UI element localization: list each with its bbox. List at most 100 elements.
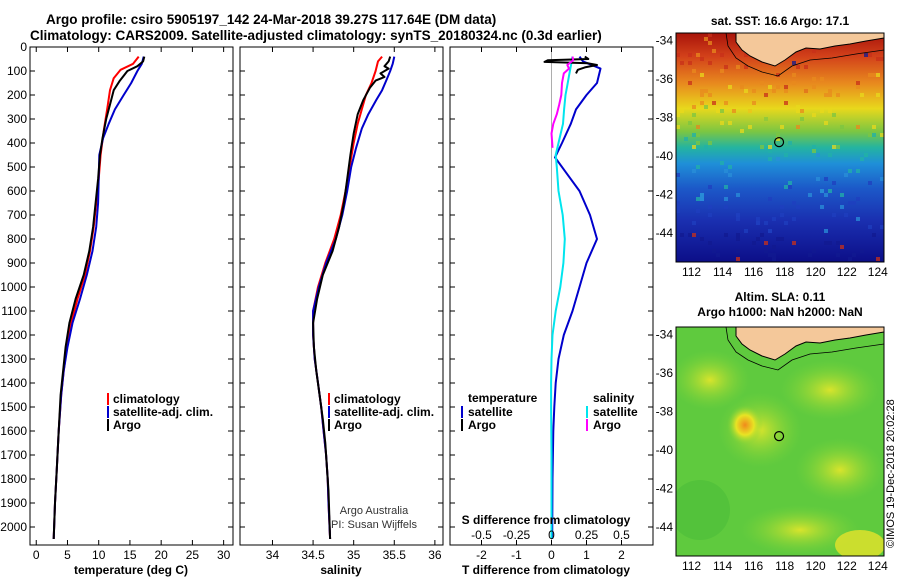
map-x-tick-label: 114 xyxy=(713,265,732,279)
x-tick-label: 30 xyxy=(217,548,231,562)
t-difference-axis-label: T difference from climatology xyxy=(462,563,630,577)
map-y-tick-label: -34 xyxy=(656,34,674,48)
legend-label-s-satellite: satellite xyxy=(593,405,638,419)
legend-title-salinity: salinity xyxy=(593,391,635,405)
legend-label-t-argo: Argo xyxy=(468,418,496,432)
australia-coastline xyxy=(735,33,884,67)
map-x-tick-label: 122 xyxy=(837,265,857,279)
map-x-tick-label: 118 xyxy=(775,559,794,573)
y-tick-label: 2000 xyxy=(0,520,27,534)
map-y-tick-label: -36 xyxy=(656,72,674,86)
series-line-argo xyxy=(550,56,575,148)
y-tick-label: 1000 xyxy=(0,280,27,294)
axes-layer: 0 5 10 15 20 25 300100200300400500600700800900… xyxy=(0,34,888,573)
y-tick-label: 100 xyxy=(7,64,27,78)
map-y-tick-label: -34 xyxy=(656,328,674,342)
sla-map-title: Altim. SLA: 0.11 xyxy=(735,290,826,304)
series-line-argo xyxy=(543,55,598,74)
y-tick-label: 800 xyxy=(7,232,27,246)
salinity-axis-label: salinity xyxy=(320,563,362,577)
map-y-tick-label: -38 xyxy=(656,111,674,125)
y-tick-label: 700 xyxy=(7,208,27,222)
series-line-argo xyxy=(312,56,392,540)
legend-label-climatology: climatology xyxy=(334,392,401,406)
legend-label-s-argo: Argo xyxy=(593,418,621,432)
shelf-contour xyxy=(725,33,884,77)
legend-label-climatology: climatology xyxy=(113,392,180,406)
y-tick-label: 1800 xyxy=(0,472,27,486)
map-y-tick-label: -38 xyxy=(656,405,674,419)
shelf-contour xyxy=(725,327,884,371)
series-line-argo xyxy=(52,56,146,540)
x-tick-label: 15 xyxy=(123,548,137,562)
map-x-tick-label: 124 xyxy=(868,265,888,279)
difference-series-layer xyxy=(543,47,602,545)
map-x-tick-label: 124 xyxy=(868,559,888,573)
map-y-tick-label: -42 xyxy=(656,188,674,202)
y-tick-label: 1200 xyxy=(0,328,27,342)
series-line-satellite xyxy=(551,56,602,540)
map-x-tick-label: 112 xyxy=(682,559,701,573)
sla-map-subtitle: Argo h1000: NaN h2000: NaN xyxy=(697,305,862,319)
legend-label-satellite: satellite-adj. clim. xyxy=(334,405,434,419)
x-tick-label: 34.5 xyxy=(301,548,325,562)
argo-float-marker xyxy=(773,137,785,148)
sst-map xyxy=(676,33,884,262)
sst-map-title: sat. SST: 16.6 Argo: 17.1 xyxy=(711,14,850,28)
difference-legend: temperature satellite Argo salinity sate… xyxy=(461,391,638,432)
legend-title-temperature: temperature xyxy=(468,391,538,405)
y-tick-label: 1400 xyxy=(0,376,27,390)
sla-map xyxy=(676,327,884,556)
australia-coastline xyxy=(735,327,884,361)
x-tick-label: 36 xyxy=(428,548,442,562)
figure-title-line1: Argo profile: csiro 5905197_142 24-Mar-2… xyxy=(46,12,497,27)
x-tick-label: 0 xyxy=(33,548,40,562)
map-x-tick-label: 116 xyxy=(744,559,763,573)
y-tick-label: 1100 xyxy=(1,304,27,318)
s-tick-label: 0 xyxy=(548,528,555,542)
s-tick-label: -0.25 xyxy=(503,528,531,542)
y-tick-label: 300 xyxy=(7,112,27,126)
temperature-legend: climatology satellite-adj. clim. Argo xyxy=(107,392,213,432)
legend-label-argo: Argo xyxy=(113,418,141,432)
x-tick-label: 2 xyxy=(618,548,625,562)
y-tick-label: 200 xyxy=(7,88,27,102)
credit-pi: PI: Susan Wijffels xyxy=(331,519,417,531)
x-tick-label: -1 xyxy=(511,548,522,562)
temperature-axis-label: temperature (deg C) xyxy=(74,563,188,577)
x-tick-label: 25 xyxy=(186,548,200,562)
map-x-tick-label: 114 xyxy=(713,559,732,573)
series-line-satellite xyxy=(550,56,574,539)
map-y-tick-label: -44 xyxy=(656,520,674,534)
x-tick-label: 0 xyxy=(548,548,555,562)
map-y-tick-label: -36 xyxy=(656,366,674,380)
legend-label-satellite: satellite-adj. clim. xyxy=(113,405,213,419)
legend-label-argo: Argo xyxy=(334,418,362,432)
series-line-climatology xyxy=(52,55,140,540)
y-tick-label: 600 xyxy=(7,184,27,198)
salinity-legend: climatology satellite-adj. clim. Argo xyxy=(328,392,434,432)
imos-stamp: ©IMOS 19-Dec-2018 20:02:28 xyxy=(885,399,897,548)
y-tick-label: 1900 xyxy=(0,496,27,510)
s-tick-label: -0.5 xyxy=(471,528,492,542)
x-tick-label: -2 xyxy=(476,548,487,562)
map-x-tick-label: 118 xyxy=(775,265,794,279)
map-y-tick-label: -44 xyxy=(656,226,674,240)
y-tick-label: 400 xyxy=(7,136,27,150)
x-tick-label: 34 xyxy=(266,548,280,562)
series-line-climatology xyxy=(312,55,383,540)
map-x-tick-label: 112 xyxy=(682,265,701,279)
y-tick-label: 1300 xyxy=(0,352,27,366)
temperature-plot-frame xyxy=(29,46,234,546)
y-tick-label: 1600 xyxy=(0,424,27,438)
legend-label-t-satellite: satellite xyxy=(468,405,513,419)
map-y-tick-label: -40 xyxy=(656,149,674,163)
x-tick-label: 35 xyxy=(347,548,361,562)
s-tick-label: 0.5 xyxy=(613,528,630,542)
map-x-tick-label: 120 xyxy=(806,559,826,573)
x-tick-label: 5 xyxy=(64,548,71,562)
salinity-plot-frame xyxy=(239,46,444,546)
argo-float-marker xyxy=(773,431,785,442)
map-x-tick-label: 120 xyxy=(806,265,826,279)
